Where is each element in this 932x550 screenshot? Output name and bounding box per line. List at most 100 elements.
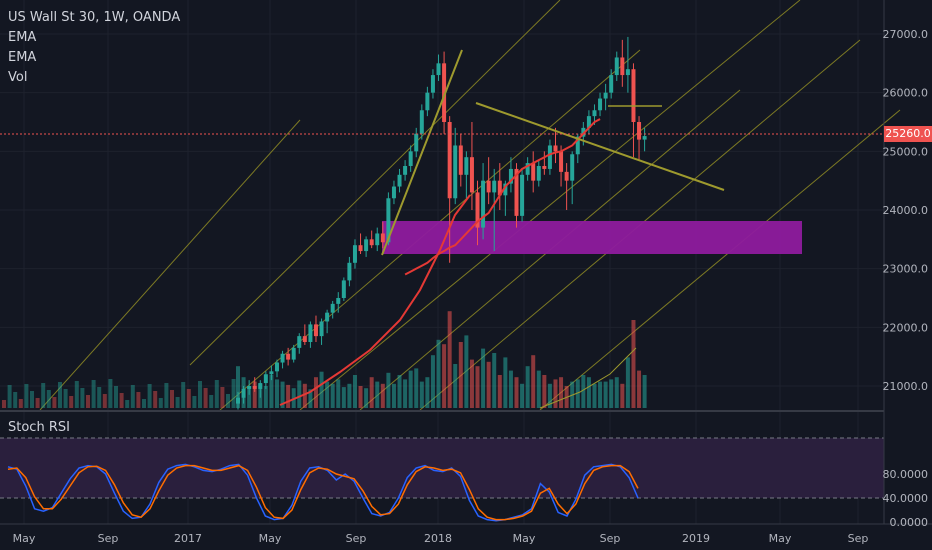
volume-bar: [86, 395, 90, 408]
candle-body: [514, 168, 519, 216]
volume-bar: [297, 380, 302, 408]
volume-bar: [603, 381, 608, 408]
candle-body: [469, 157, 474, 193]
candle-body: [464, 157, 469, 175]
candle-body: [280, 353, 285, 363]
stoch-rsi-legend[interactable]: Stoch RSI: [8, 420, 70, 435]
rsi-band: [0, 438, 884, 498]
volume-bar: [319, 371, 324, 408]
ema-legend-2[interactable]: EMA: [8, 50, 37, 65]
volume-bar: [609, 379, 614, 408]
rsi-axis[interactable]: 80.0000 40.0000 0.0000: [883, 468, 929, 529]
volume-bar: [336, 379, 341, 408]
candle-body: [442, 63, 447, 122]
volume-bar: [236, 366, 240, 408]
candle-body: [425, 92, 430, 111]
volume-bar: [481, 348, 486, 408]
candle-body: [620, 57, 625, 76]
time-tick-label: 2017: [174, 532, 202, 545]
candle-body: [581, 127, 586, 137]
volume-bar: [497, 375, 502, 408]
candle-body: [258, 383, 263, 389]
volume-bar: [631, 320, 636, 408]
falling-trendline: [475, 102, 725, 191]
volume-bar: [358, 386, 363, 408]
volume-bar: [386, 372, 391, 408]
volume-bar: [508, 370, 513, 408]
vol-legend[interactable]: Vol: [8, 70, 28, 85]
candle-body: [380, 233, 385, 243]
chart-legend: US Wall St 30, 1W, OANDA EMA EMA Vol: [8, 8, 180, 88]
ema-legend-1[interactable]: EMA: [8, 30, 37, 45]
volume-bar: [69, 396, 74, 408]
volume-bar: [158, 398, 163, 408]
volume-bar: [214, 380, 219, 408]
volume-bar: [520, 383, 525, 408]
volume-bar: [330, 383, 335, 408]
candle-body: [475, 192, 480, 228]
candle-body: [241, 388, 246, 398]
candle-body: [631, 69, 636, 122]
volume-bar: [226, 394, 230, 408]
volume-bar: [80, 388, 85, 408]
time-tick-label: May: [769, 532, 792, 545]
candle-body: [236, 397, 240, 404]
volume-bar: [586, 377, 591, 408]
volume-bar: [419, 381, 424, 408]
volume-bar: [475, 366, 480, 408]
candle-body: [570, 154, 575, 181]
time-axis[interactable]: May Sep 2017 May Sep 2018 May Sep 2019 May Sep: [13, 532, 869, 545]
volume-bar: [13, 392, 18, 408]
volume-bar: [192, 396, 197, 408]
volume-bar: [247, 386, 252, 408]
volume-bar: [269, 375, 274, 408]
candle-body: [458, 145, 463, 175]
volume-bar: [274, 379, 279, 408]
volume-bar: [2, 400, 6, 408]
volume-bar: [547, 383, 552, 408]
price-axis[interactable]: 27000.0 26000.0 25000.0 24000.0 23000.0 22000…: [883, 28, 929, 393]
drawn-trendlines: [381, 49, 725, 256]
volume-bar: [58, 382, 62, 408]
candle-body: [386, 198, 391, 243]
price-tick-label: 21000.0: [883, 380, 929, 393]
candle-body: [481, 180, 486, 228]
volume-bar: [469, 359, 474, 408]
volume-bar: [391, 383, 396, 408]
rsi-tick-label: 80.0000: [883, 468, 929, 481]
candle-body: [625, 69, 630, 76]
volume-bar: [598, 381, 603, 408]
volume-bar: [364, 388, 369, 408]
price-tick-label: 24000.0: [883, 204, 929, 217]
candle-body: [592, 110, 597, 117]
candle-body: [508, 168, 513, 184]
volume-bar: [581, 375, 586, 408]
price-tick-label: 22000.0: [883, 321, 929, 334]
support-zone: [382, 221, 802, 254]
volume-bar: [220, 387, 225, 408]
volume-bar: [553, 379, 558, 408]
volume-bars: [2, 311, 647, 409]
volume-bar: [74, 381, 79, 408]
candle-body: [564, 171, 569, 181]
candle-body: [492, 180, 497, 193]
candle-body: [269, 371, 274, 375]
candle-body: [553, 145, 558, 152]
volume-bar: [408, 370, 413, 408]
volume-bar: [325, 381, 330, 408]
volume-bar: [620, 383, 625, 408]
candle-body: [497, 180, 502, 196]
volume-bar: [41, 383, 46, 408]
time-tick-label: 2018: [424, 532, 452, 545]
stoch-rsi-lines: [7, 463, 639, 522]
candle-body: [302, 336, 307, 342]
volume-bar: [102, 394, 107, 408]
volume-bar: [430, 355, 435, 408]
candle-body: [609, 75, 614, 93]
volume-bar: [375, 381, 380, 408]
symbol-title[interactable]: US Wall St 30, 1W, OANDA: [8, 10, 181, 25]
volume-bar: [453, 364, 458, 408]
volume-bar: [403, 379, 408, 408]
candle-body: [547, 145, 552, 169]
